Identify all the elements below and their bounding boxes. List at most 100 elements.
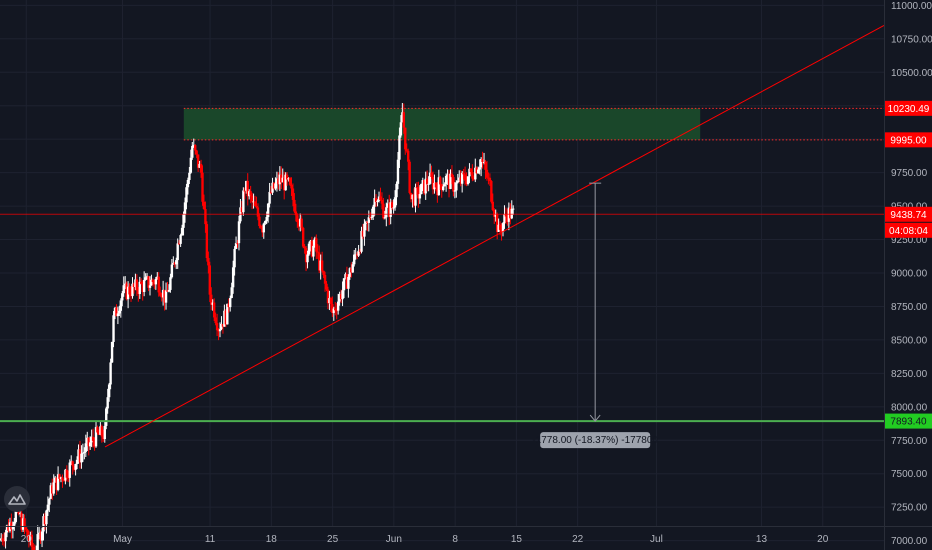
y-tick-label: 8250.00 xyxy=(891,369,928,380)
candle-body xyxy=(90,436,93,443)
candle-body xyxy=(320,260,324,271)
resistance-zone-rect[interactable] xyxy=(183,108,701,140)
candle-body xyxy=(88,442,92,447)
candle-body xyxy=(382,203,385,219)
candle-body xyxy=(40,531,44,541)
candle-body xyxy=(475,167,478,174)
candle-body xyxy=(27,537,31,542)
candle-body xyxy=(402,112,406,128)
candle-body xyxy=(503,214,506,224)
tradingview-logo-icon[interactable] xyxy=(4,486,30,512)
candle-body xyxy=(20,513,23,530)
candle-body xyxy=(439,177,442,185)
candle-body xyxy=(322,270,325,275)
candle-body xyxy=(466,176,470,184)
candle-body xyxy=(29,534,32,542)
candle-body xyxy=(205,224,209,259)
candle-body xyxy=(275,178,279,184)
candle-body xyxy=(166,290,169,292)
candle-body xyxy=(265,217,268,222)
candle-body xyxy=(53,477,57,483)
candle-body xyxy=(405,149,408,151)
candle-body xyxy=(373,198,376,207)
candle-body xyxy=(277,178,280,185)
candle-body xyxy=(361,230,365,237)
candle-body xyxy=(208,265,212,295)
candle-body xyxy=(336,301,340,311)
candle-body xyxy=(14,510,17,522)
candle-body xyxy=(2,540,6,542)
candle-body xyxy=(177,243,181,245)
candle-body xyxy=(294,211,298,216)
candle-body xyxy=(18,513,22,515)
ascending-trendline[interactable] xyxy=(104,24,885,448)
candle-body xyxy=(204,209,207,225)
y-tick-label: 10750.00 xyxy=(891,34,932,45)
candle-body xyxy=(484,161,487,170)
x-tick-label: 22 xyxy=(572,534,584,545)
candle-body xyxy=(287,178,290,180)
candle-body xyxy=(246,180,249,197)
candle-body xyxy=(36,534,39,550)
candle-body xyxy=(423,180,426,194)
candle-body xyxy=(75,459,79,465)
candle-body xyxy=(446,174,449,176)
candle-body xyxy=(256,207,260,217)
candle-body xyxy=(463,174,467,181)
candle-body xyxy=(255,205,258,208)
candle-body xyxy=(408,161,411,193)
candle-body xyxy=(148,285,152,288)
x-tick-label: Jul xyxy=(650,534,663,545)
candle-body xyxy=(325,283,328,290)
candle-body xyxy=(501,223,505,232)
candle-body xyxy=(96,427,99,433)
candle-body xyxy=(310,240,314,257)
candle-body xyxy=(99,426,102,435)
candle-body xyxy=(154,278,158,285)
candle-body xyxy=(233,248,236,268)
candle-body xyxy=(122,285,125,294)
resistance-bottom-tag-bg xyxy=(885,132,932,148)
candle-body xyxy=(49,485,52,499)
candle-body xyxy=(357,250,360,256)
candle-body xyxy=(183,202,187,215)
candle-body xyxy=(383,217,387,219)
resistance-bottom-tag: 9995.00 xyxy=(890,135,927,146)
candle-body xyxy=(142,279,146,292)
candle-body xyxy=(220,324,223,330)
candle-body xyxy=(138,281,141,294)
candle-body xyxy=(230,287,233,298)
candle-body xyxy=(299,218,302,227)
candle-body xyxy=(385,207,388,218)
countdown-tag-bg xyxy=(885,222,932,238)
candle-body xyxy=(436,187,439,196)
resistance-zone-layer[interactable] xyxy=(183,107,884,141)
candle-body xyxy=(23,518,26,528)
candle-body xyxy=(191,145,194,158)
candle-body xyxy=(67,477,70,479)
y-tick-label: 11000.00 xyxy=(891,1,932,12)
current-price-tag: 9438.74 xyxy=(890,210,927,221)
candle-body xyxy=(370,216,373,218)
candle-body xyxy=(431,177,435,190)
candle-body xyxy=(481,158,484,163)
candle-body xyxy=(39,532,42,541)
candle-body xyxy=(129,294,133,297)
candle-body xyxy=(498,224,502,230)
candle-body xyxy=(160,295,163,298)
candle-body xyxy=(169,277,172,290)
candle-body xyxy=(242,190,245,213)
candle-body xyxy=(212,302,216,318)
candle-body xyxy=(427,183,430,185)
candle-body xyxy=(334,308,337,311)
candle-body xyxy=(106,397,109,409)
grid xyxy=(0,0,884,542)
y-tick-label: 9250.00 xyxy=(891,235,928,246)
candle-body xyxy=(351,264,354,273)
candle-body xyxy=(319,260,322,271)
candle-body xyxy=(26,529,29,538)
drawing-lines[interactable]: -1778.00 (-18.37%) -177800 xyxy=(0,24,885,449)
candle-body xyxy=(237,221,241,244)
current-price-tag-bg xyxy=(885,206,932,222)
